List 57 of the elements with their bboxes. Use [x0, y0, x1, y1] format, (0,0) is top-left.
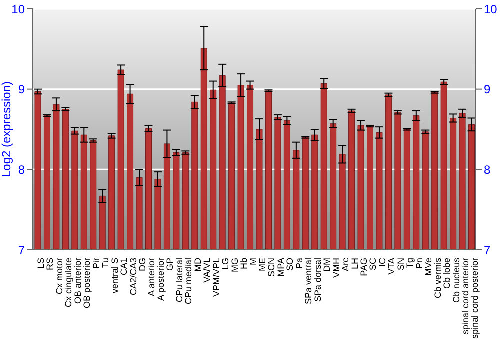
x-tick-label: SCN — [266, 258, 277, 278]
x-tick-label: Cx cingulate — [64, 258, 74, 308]
x-tick-label: A anterior — [146, 258, 157, 297]
y2-tick-label: 9 — [484, 82, 491, 97]
x-tick-label: VTA — [386, 258, 397, 275]
x-tick-label: OB posterior — [82, 258, 92, 309]
x-tick-label: LH — [350, 258, 360, 270]
y-tick-label: 10 — [12, 2, 26, 16]
x-tick-label: Cx motor — [54, 258, 64, 295]
x-tick-label: Arc — [340, 258, 351, 272]
x-tick-label: Pir — [91, 258, 102, 269]
x-tick-label: MD — [192, 258, 203, 272]
x-tick-label: Hb — [239, 258, 250, 270]
x-tick-label: Cb vermis — [432, 258, 443, 299]
x-tick-label: CA2/CA3 — [128, 258, 138, 296]
x-tick-label: spinal cord posterior — [470, 258, 480, 340]
y2-tick-label: 7 — [484, 243, 491, 258]
x-tick-label: LS — [36, 258, 46, 270]
x-tick-label: SPa ventral — [304, 258, 314, 305]
x-tick-label: spinal cord anterior — [460, 258, 471, 335]
y-tick-label: 9 — [18, 82, 26, 97]
x-tick-label: PAG — [359, 258, 370, 276]
y-tick-label: 8 — [18, 162, 26, 177]
x-tick-label: M — [248, 258, 258, 266]
x-tick-label: MG — [230, 258, 240, 272]
x-tick-label: DM — [322, 258, 332, 272]
x-tick-label: Cb nucleus — [451, 258, 462, 304]
x-tick-label: ME — [258, 258, 268, 272]
x-tick-label: ventral S — [110, 258, 120, 294]
x-tick-label: CPu medial — [184, 258, 194, 305]
y-tick-label: 7 — [18, 243, 26, 258]
x-tick-label: RS — [45, 258, 56, 271]
x-tick-label: SC — [368, 258, 378, 271]
x-tick-label: SPa dorsal — [312, 258, 323, 302]
x-tick-label: SO — [285, 258, 296, 272]
x-tick-label: MPA — [276, 258, 286, 277]
y-axis-title: Log2 (expression) — [0, 81, 14, 178]
x-tick-label: Pa — [294, 258, 304, 270]
x-tick-label: LG — [220, 258, 231, 270]
x-tick-label: VA/VL — [202, 258, 212, 283]
x-tick-label: VPM/VPL — [211, 258, 222, 298]
y2-tick-label: 8 — [484, 162, 491, 177]
x-tick-label: Tu — [100, 258, 111, 268]
x-tick-label: OB anterior — [72, 258, 83, 304]
x-tick-label: SN — [396, 258, 406, 271]
x-tick-label: CA1 — [119, 258, 130, 276]
x-tick-label: A posterior — [156, 258, 166, 302]
x-tick-label: MVe — [424, 258, 434, 276]
x-tick-label: VMH — [331, 258, 342, 278]
x-tick-label: CPu lateral — [174, 258, 184, 303]
x-tick-label: IC — [377, 258, 388, 267]
x-tick-label: Tg — [405, 258, 416, 269]
x-tick-label: Cb lobe — [442, 258, 452, 290]
x-tick-label: DG — [138, 258, 148, 272]
x-tick-label: Pn — [414, 258, 424, 270]
x-tick-label: GP — [165, 258, 176, 272]
y2-tick-label: 10 — [484, 2, 498, 16]
